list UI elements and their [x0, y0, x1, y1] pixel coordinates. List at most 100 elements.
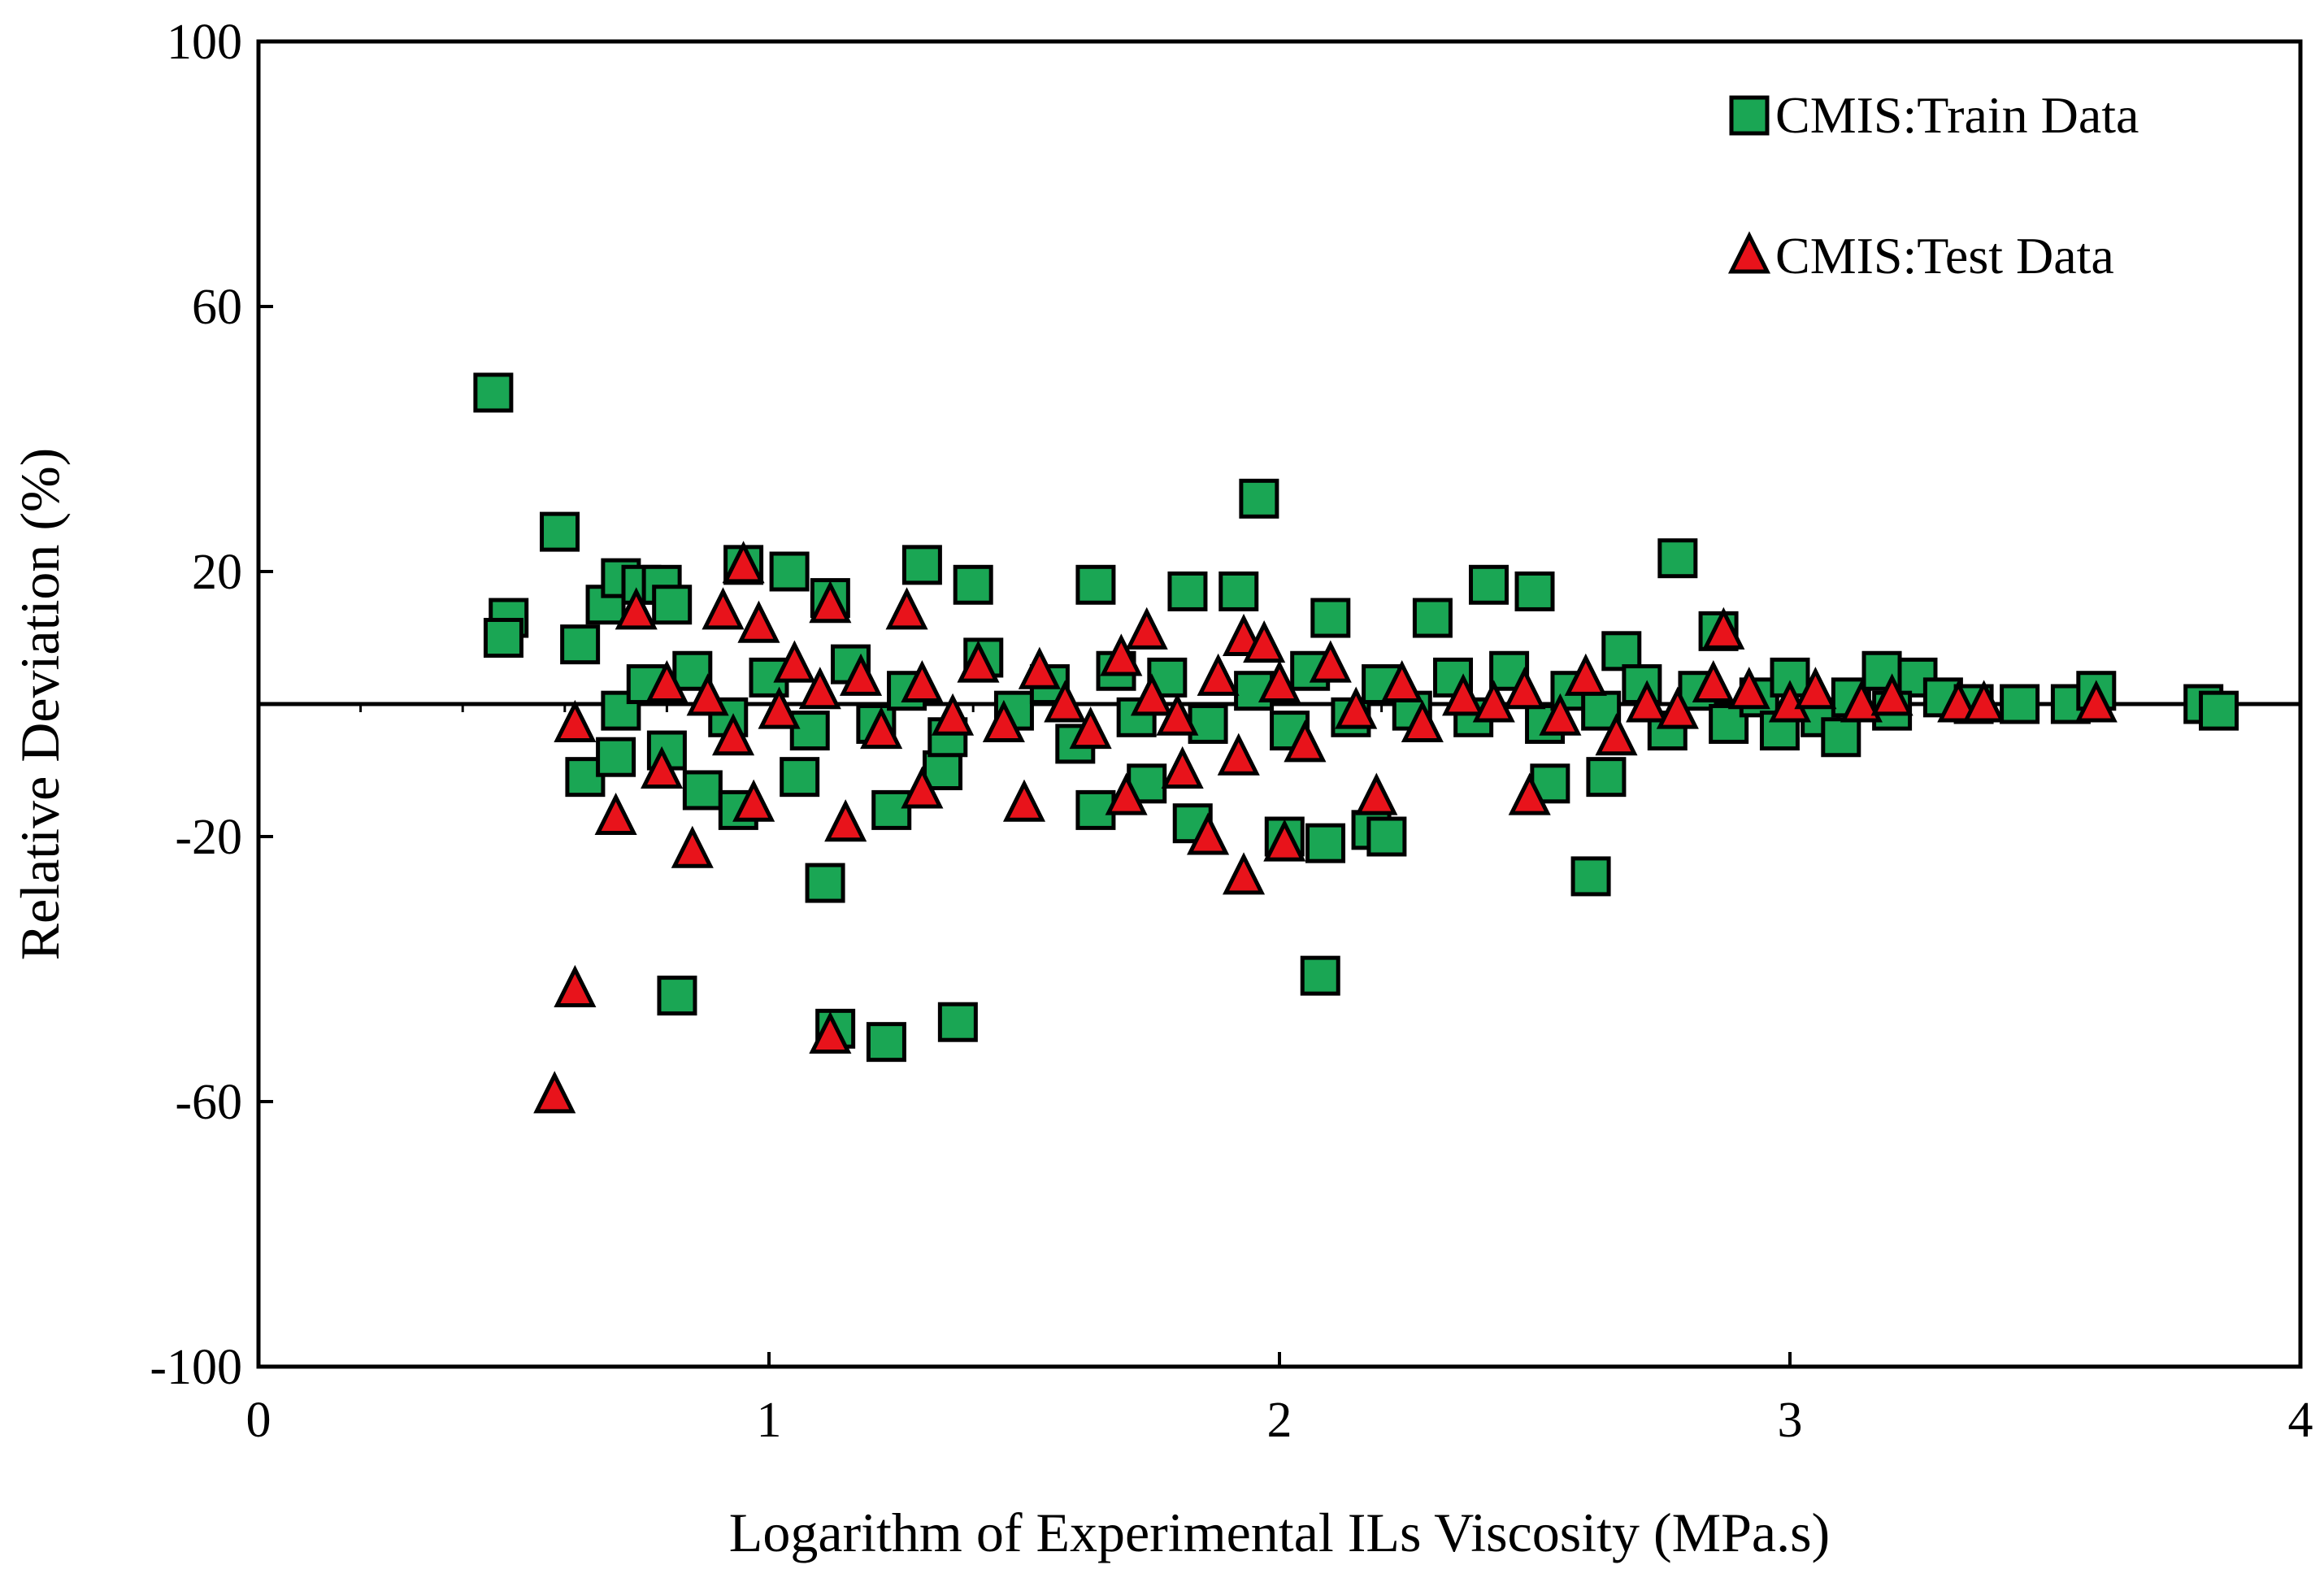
test-data-point [1692, 659, 1735, 703]
train-data-point [652, 585, 693, 625]
test-data-point [1044, 680, 1087, 723]
test-data-point [1130, 673, 1174, 716]
test-data-point [1870, 673, 1913, 716]
test-data-point [1197, 653, 1240, 696]
test-data-point [1727, 667, 1770, 710]
test-data-point [671, 825, 714, 868]
test-data-point [1656, 686, 1699, 729]
train-data-point [780, 757, 820, 798]
train-data-point [1657, 538, 1698, 579]
test-data-series [533, 541, 2118, 1114]
train-data-point [1586, 757, 1627, 798]
legend: CMIS:Train Data CMIS:Test Data [1727, 86, 2139, 285]
legend-test-marker [1727, 231, 1771, 274]
test-data-point [554, 699, 597, 742]
train-data-point [1468, 564, 1509, 605]
test-data-point [1539, 693, 1582, 736]
y-tick-label: 20 [192, 545, 242, 600]
train-data-point [2199, 690, 2239, 731]
test-data-point [711, 713, 755, 756]
test-data-point [1503, 667, 1546, 710]
test-data-point [1840, 680, 1883, 723]
train-data-point [1366, 816, 1407, 857]
test-data-point [594, 792, 637, 836]
train-data-point [789, 711, 830, 751]
train-data-point [657, 976, 697, 1016]
train-data-point [1601, 631, 1642, 672]
test-data-point [982, 699, 1025, 742]
y-tick-label: -20 [175, 810, 242, 865]
test-data-point [645, 659, 689, 703]
test-data-point [1937, 680, 1980, 723]
test-data-point [2074, 680, 2118, 723]
test-data-point [885, 587, 928, 630]
train-data-point [1300, 955, 1340, 996]
x-tick-label: 4 [2288, 1393, 2313, 1448]
test-data-point [615, 587, 658, 630]
train-data-point [953, 564, 993, 605]
test-data-point [1380, 659, 1423, 703]
test-data-point [957, 640, 1000, 683]
train-data-point [1218, 571, 1259, 611]
test-data-point [1002, 779, 1046, 822]
train-data-point [901, 545, 942, 585]
test-data-point [824, 799, 867, 842]
train-data-point [805, 863, 845, 903]
test-data-point [901, 766, 944, 809]
test-data-point [1595, 713, 1638, 756]
test-data-point [839, 653, 883, 696]
train-data-point [1305, 823, 1346, 863]
train-data-point [871, 789, 912, 830]
test-data-point [732, 779, 775, 822]
test-data-point [702, 587, 745, 630]
x-axis-ticks: 0 1 2 3 4 [246, 704, 2313, 1448]
test-data-point [901, 659, 944, 703]
train-data-point [483, 618, 523, 658]
test-data-point [773, 640, 816, 683]
test-data-point [809, 1011, 852, 1054]
train-data-point [560, 624, 601, 665]
test-data-point [1263, 819, 1306, 862]
test-data-point [1626, 680, 1669, 723]
test-data-point [798, 667, 841, 710]
y-axis-title: Relative Deviation (%) [9, 448, 71, 961]
y-tick-label: 100 [167, 15, 242, 70]
test-data-point [1156, 693, 1199, 736]
y-tick-label: -60 [175, 1075, 242, 1130]
x-axis-title: Logarithm of Experimental ILs Viscosity … [729, 1502, 1830, 1563]
train-data-point [1412, 598, 1453, 638]
train-data-point [1310, 598, 1351, 638]
y-axis-ticks: 100 60 20 -20 -60 -100 [150, 15, 273, 1395]
test-data-point [860, 706, 903, 750]
y-tick-label: -100 [150, 1340, 242, 1395]
test-data-point [1508, 772, 1551, 815]
train-data-point [1514, 571, 1555, 611]
test-data-point [758, 686, 801, 729]
x-tick-label: 1 [757, 1393, 782, 1448]
test-data-point [932, 693, 975, 736]
train-data-point [596, 737, 636, 777]
test-data-point [686, 673, 729, 716]
legend-test-label: CMIS:Test Data [1775, 227, 2114, 285]
test-data-point [722, 541, 765, 584]
test-data-point [1355, 772, 1398, 815]
test-data-point [1442, 673, 1485, 716]
test-data-point [1187, 812, 1230, 855]
y-tick-label: 60 [192, 280, 242, 335]
train-data-point [540, 511, 580, 552]
train-data-point [1821, 717, 1861, 758]
train-data-point [473, 372, 514, 413]
test-data-point [1222, 852, 1266, 895]
test-data-point [737, 600, 780, 643]
test-data-point [1702, 606, 1745, 650]
legend-train-marker [1729, 95, 1770, 136]
test-data-point [1401, 699, 1444, 742]
test-data-point [1258, 659, 1301, 703]
test-data-point [1794, 667, 1837, 710]
x-tick-label: 3 [1778, 1393, 1803, 1448]
x-tick-label: 0 [246, 1393, 271, 1448]
train-data-point [682, 770, 723, 811]
test-data-point [1100, 633, 1143, 676]
test-data-point [1335, 686, 1378, 729]
